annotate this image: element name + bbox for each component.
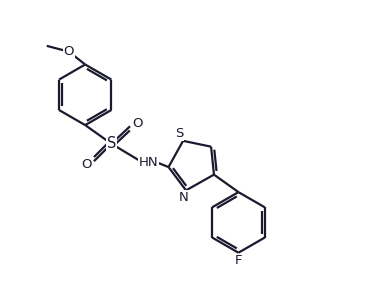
- Text: HN: HN: [139, 156, 159, 169]
- Text: O: O: [82, 158, 92, 171]
- Text: S: S: [107, 136, 116, 151]
- Text: O: O: [132, 117, 142, 130]
- Text: F: F: [235, 254, 242, 267]
- Text: O: O: [64, 45, 74, 58]
- Text: S: S: [175, 127, 184, 140]
- Text: N: N: [179, 191, 188, 204]
